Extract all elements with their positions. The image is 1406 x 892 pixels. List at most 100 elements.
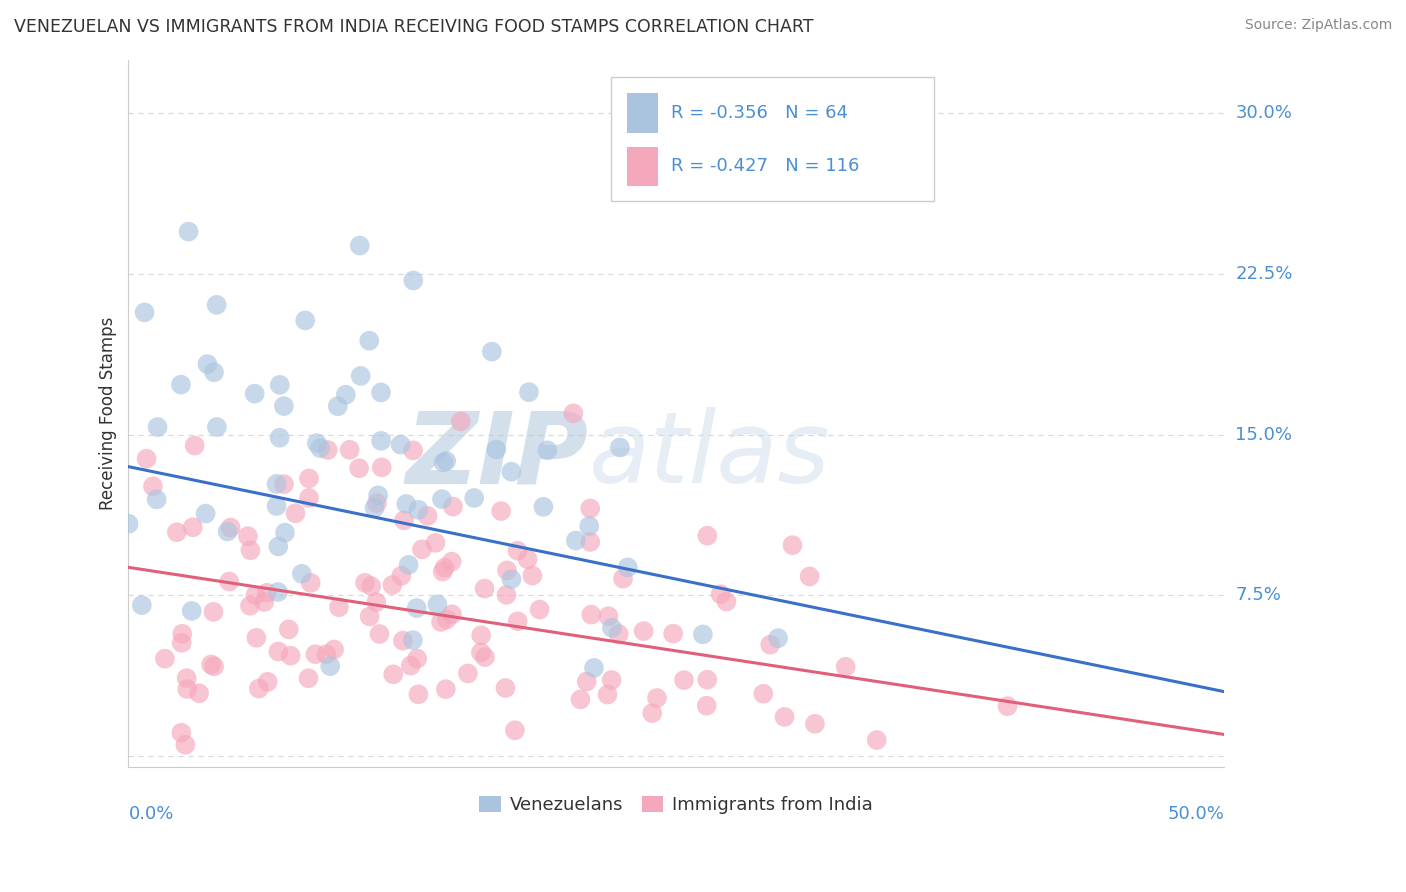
Point <box>145 492 167 507</box>
Point <box>298 471 321 485</box>
Point <box>181 520 204 534</box>
Point <box>349 238 371 252</box>
Point <box>202 365 225 379</box>
Point <box>277 623 299 637</box>
Point <box>245 588 267 602</box>
Point <box>426 598 449 612</box>
Point <box>692 627 714 641</box>
Point <box>645 691 668 706</box>
Point <box>506 543 529 558</box>
Point <box>441 500 464 514</box>
Point <box>440 555 463 569</box>
Point <box>194 507 217 521</box>
Point <box>339 442 361 457</box>
Text: 7.5%: 7.5% <box>1236 586 1281 604</box>
Point <box>408 687 430 701</box>
Point <box>433 560 456 574</box>
Point <box>416 508 439 523</box>
Point <box>799 569 821 583</box>
Point <box>200 657 222 672</box>
Point <box>710 587 733 601</box>
Point <box>368 627 391 641</box>
Point <box>269 431 291 445</box>
Point <box>503 723 526 738</box>
Point <box>522 568 544 582</box>
Point <box>253 595 276 609</box>
Point <box>347 461 370 475</box>
Point <box>506 615 529 629</box>
Point <box>866 733 889 747</box>
Point <box>441 607 464 622</box>
Point <box>474 582 496 596</box>
Point <box>579 501 602 516</box>
Point <box>612 572 634 586</box>
Point <box>516 552 538 566</box>
Point <box>316 442 339 457</box>
Text: 30.0%: 30.0% <box>1236 104 1292 122</box>
Point <box>398 558 420 572</box>
Point <box>759 638 782 652</box>
Point <box>641 706 664 720</box>
Point <box>202 605 225 619</box>
Point <box>569 692 592 706</box>
Point <box>170 636 193 650</box>
Point <box>176 671 198 685</box>
Point <box>494 681 516 695</box>
Point <box>146 420 169 434</box>
Point <box>489 504 512 518</box>
Point <box>434 454 457 468</box>
Point <box>280 648 302 663</box>
Point <box>274 525 297 540</box>
Text: Source: ZipAtlas.com: Source: ZipAtlas.com <box>1244 18 1392 32</box>
Point <box>716 594 738 608</box>
Point <box>399 658 422 673</box>
Point <box>267 585 290 599</box>
Point <box>432 455 454 469</box>
Point <box>245 631 267 645</box>
Point <box>217 524 239 539</box>
Point <box>395 497 418 511</box>
Point <box>517 385 540 400</box>
Point <box>501 572 523 586</box>
Point <box>273 399 295 413</box>
Point <box>202 659 225 673</box>
Point <box>266 476 288 491</box>
Point <box>411 542 433 557</box>
Point <box>256 674 278 689</box>
Point <box>291 566 314 581</box>
Point <box>326 399 349 413</box>
Point <box>782 538 804 552</box>
Point <box>323 642 346 657</box>
Point <box>359 609 381 624</box>
Point <box>496 563 519 577</box>
Text: R = -0.427   N = 116: R = -0.427 N = 116 <box>671 157 859 176</box>
Text: 22.5%: 22.5% <box>1236 265 1292 283</box>
Point <box>363 500 385 515</box>
Point <box>166 525 188 540</box>
Text: 15.0%: 15.0% <box>1236 425 1292 443</box>
Point <box>170 725 193 739</box>
Point <box>131 598 153 612</box>
Point <box>430 492 453 507</box>
Point <box>205 420 228 434</box>
Point <box>752 687 775 701</box>
Point <box>766 631 789 645</box>
Point <box>243 386 266 401</box>
Point <box>305 436 328 450</box>
Point <box>581 607 603 622</box>
Bar <box>627 94 658 133</box>
Point <box>696 673 718 687</box>
Point <box>562 406 585 420</box>
Point <box>607 627 630 641</box>
Point <box>183 439 205 453</box>
Point <box>177 225 200 239</box>
Point <box>436 612 458 626</box>
Point <box>382 667 405 681</box>
Point <box>536 443 558 458</box>
Point <box>402 273 425 287</box>
Point <box>197 357 219 371</box>
Point <box>269 378 291 392</box>
Point <box>153 651 176 665</box>
Point <box>294 313 316 327</box>
Point <box>172 627 194 641</box>
